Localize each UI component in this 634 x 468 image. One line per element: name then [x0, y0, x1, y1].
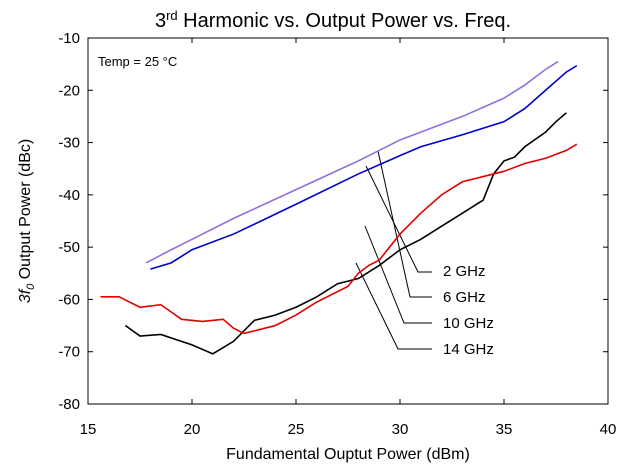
legend-label: 6 GHz	[443, 289, 486, 306]
chart-title: 3rd Harmonic vs. Output Power vs. Freq.	[155, 8, 511, 32]
y-tick-label: -80	[58, 396, 80, 413]
series-line	[145, 60, 559, 264]
x-tick-label: 20	[184, 421, 201, 438]
x-tick-label: 40	[600, 421, 617, 438]
y-label-part: Output Power (dBc)	[17, 139, 34, 284]
annotation: Temp = 25 °C	[98, 54, 177, 69]
y-tick-label: -40	[58, 187, 80, 204]
series-line	[124, 112, 567, 355]
y-tick-label: -70	[58, 344, 80, 361]
series-line	[100, 143, 578, 335]
leader-line	[364, 225, 432, 324]
leader-lines	[355, 150, 432, 350]
legend-label: 14 GHz	[443, 341, 494, 358]
plot-frame	[87, 37, 609, 405]
x-axis-label: Fundamental Ouptut Power (dBm)	[226, 446, 470, 463]
leader-line	[355, 262, 432, 350]
y-tick-label: -30	[58, 135, 80, 152]
x-tick-label: 25	[288, 421, 305, 438]
title-superscript: rd	[166, 8, 178, 23]
legend-label: 10 GHz	[443, 315, 494, 332]
leader-line	[377, 150, 432, 298]
x-tick-label: 30	[392, 421, 409, 438]
x-tick-label: 15	[80, 421, 97, 438]
x-tick-label: 35	[496, 421, 513, 438]
series-line	[150, 65, 578, 270]
y-tick-label: -60	[58, 291, 80, 308]
title-part: 3	[155, 10, 166, 32]
y-axis-label: 3f0 Output Power (dBc)	[17, 139, 37, 303]
y-tick-label: -20	[58, 82, 80, 99]
y-label-part: 3f	[17, 288, 34, 303]
y-tick-label: -50	[58, 239, 80, 256]
y-label-subscript: 0	[25, 283, 37, 290]
y-tick-label: -10	[58, 30, 80, 47]
leader-line	[365, 165, 432, 273]
legend-label: 2 GHz	[443, 263, 486, 280]
title-part: Harmonic vs. Output Power vs. Freq.	[178, 10, 511, 32]
